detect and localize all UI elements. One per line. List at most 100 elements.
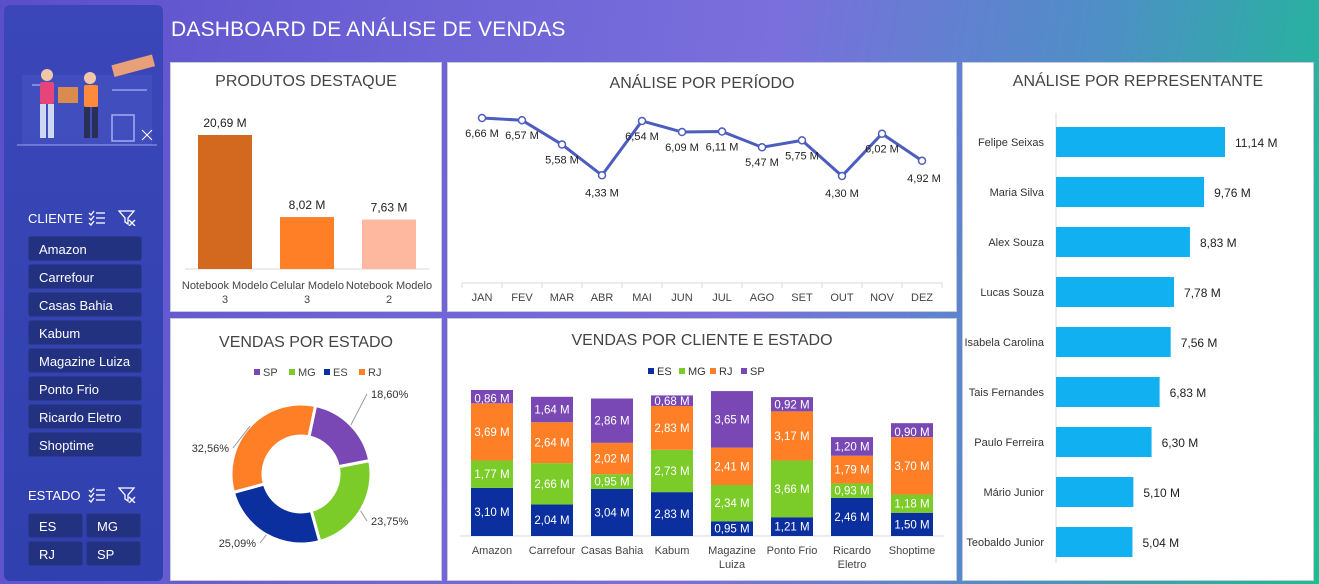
bar <box>1056 477 1134 507</box>
cliente-slicer-item[interactable]: Casas Bahia <box>28 292 142 317</box>
leader-line <box>350 393 368 426</box>
category-label: Eletro <box>838 559 867 571</box>
data-label: 1,50 M <box>894 519 929 531</box>
legend-swatch <box>359 369 365 375</box>
category-label: Celular Modelo <box>270 280 344 292</box>
category-label: NOV <box>870 292 895 304</box>
data-label: 2,46 M <box>834 512 869 524</box>
data-label: 23,75% <box>371 516 409 528</box>
bar-segment <box>891 437 933 495</box>
bar-segment <box>831 455 873 484</box>
category-label: JAN <box>472 292 493 304</box>
bar-segment <box>711 521 753 536</box>
data-label: 2,83 M <box>654 423 689 435</box>
category-label: Teobaldo Junior <box>966 537 1044 549</box>
cliente-slicer-item[interactable]: Magazine Luiza <box>28 348 142 373</box>
estado-title: VENDAS POR ESTADO <box>219 334 393 351</box>
estado-slicer-header: ESTADO <box>28 487 148 503</box>
legend-label: MG <box>688 366 706 378</box>
bar-segment <box>891 494 933 513</box>
data-label: 5,75 M <box>785 150 819 162</box>
data-label: 7,56 M <box>1181 336 1218 350</box>
data-point <box>597 171 607 180</box>
data-label: 0,68 M <box>654 396 689 408</box>
data-point <box>477 113 487 123</box>
leader-line <box>259 534 267 544</box>
bar-segment <box>651 405 693 450</box>
pie-slice <box>231 482 322 546</box>
bar <box>362 219 416 269</box>
data-label: 18,60% <box>371 389 409 401</box>
category-label: OUT <box>830 292 854 304</box>
data-label: 6,09 M <box>665 142 699 154</box>
category-label: Paulo Ferreira <box>974 437 1045 449</box>
bar-segment <box>891 423 933 438</box>
data-point <box>557 140 567 149</box>
leader-line <box>360 510 368 522</box>
data-label: 5,10 M <box>1143 486 1180 500</box>
category-label: JUN <box>671 292 692 304</box>
cliente-slicer-label: CLIENTE <box>28 210 83 226</box>
data-label: 2,64 M <box>534 438 569 450</box>
category-label: ABR <box>591 292 614 304</box>
data-label: 11,14 M <box>1235 136 1277 150</box>
legend-label: MG <box>298 367 316 379</box>
estado-slicer-item[interactable]: RJ <box>28 541 83 566</box>
legend-label: ES <box>657 366 672 378</box>
category-label: Ponto Frio <box>767 545 818 557</box>
legend-swatch <box>324 369 330 375</box>
leader-line <box>232 425 251 449</box>
data-label: 3,10 M <box>474 507 509 519</box>
data-label: 3,65 M <box>714 414 749 426</box>
data-label: 5,58 M <box>545 155 579 167</box>
data-label: 20,69 M <box>203 116 246 130</box>
category-label: 2 <box>386 294 392 306</box>
category-label: Kabum <box>655 545 690 557</box>
category-label: Luiza <box>719 559 746 571</box>
cliente-slicer-item[interactable]: Amazon <box>28 236 142 261</box>
category-label: Shoptime <box>889 545 935 557</box>
data-label: 6,66 M <box>465 128 499 140</box>
periodo-chart: 6,66 M JAN 6,57 M FEV 5,58 M MAR 4,33 M ABR 6,54… <box>461 113 943 304</box>
estado-slicer-item[interactable]: SP <box>86 541 141 566</box>
data-label: 2,04 M <box>534 515 569 527</box>
cliente-slicer-item[interactable]: Ponto Frio <box>28 376 142 401</box>
estado-slicer-item[interactable]: ES <box>28 513 83 538</box>
cliente-slicer-item[interactable]: Carrefour <box>28 264 142 289</box>
data-label: 3,69 M <box>474 427 509 439</box>
bar-segment <box>711 391 753 448</box>
clear-filter-icon[interactable] <box>118 487 136 503</box>
estado-slicer-item[interactable]: MG <box>86 513 141 538</box>
data-label: 1,77 M <box>474 469 509 481</box>
data-label: 6,57 M <box>505 130 539 142</box>
produtos-panel: PRODUTOS DESTAQUE 20,69 M Notebook Modelo… <box>170 62 442 312</box>
bar <box>1056 327 1171 357</box>
data-label: 0,92 M <box>774 399 809 411</box>
data-label: 6,54 M <box>625 131 659 143</box>
periodo-title: ANÁLISE POR PERÍODO <box>609 75 795 92</box>
clear-filter-icon[interactable] <box>118 210 136 226</box>
legend-swatch <box>289 369 295 375</box>
bar <box>198 135 252 269</box>
delivery-illustration-icon <box>17 54 157 146</box>
data-label: 6,30 M <box>1162 436 1199 450</box>
cliente-slicer-item[interactable]: Kabum <box>28 320 142 345</box>
produtos-title: PRODUTOS DESTAQUE <box>215 73 397 90</box>
data-label: 2,41 M <box>714 461 749 473</box>
pie-slice <box>309 458 373 544</box>
category-label: Tais Fernandes <box>969 387 1045 399</box>
data-point <box>637 116 647 126</box>
bar-segment <box>531 422 573 464</box>
category-label: Ricardo <box>833 545 871 557</box>
legend-label: RJ <box>719 366 732 378</box>
cliente-slicer-item[interactable]: Shoptime <box>28 432 142 457</box>
bar-segment <box>771 517 813 536</box>
data-label: 7,63 M <box>371 201 408 215</box>
data-point <box>797 136 807 145</box>
bar-segment <box>651 492 693 536</box>
cliente-slicer-item[interactable]: Ricardo Eletro <box>28 404 142 429</box>
multi-select-icon[interactable] <box>88 487 106 503</box>
bar-segment <box>891 512 933 536</box>
multi-select-icon[interactable] <box>88 210 106 226</box>
category-label: MAI <box>632 292 652 304</box>
